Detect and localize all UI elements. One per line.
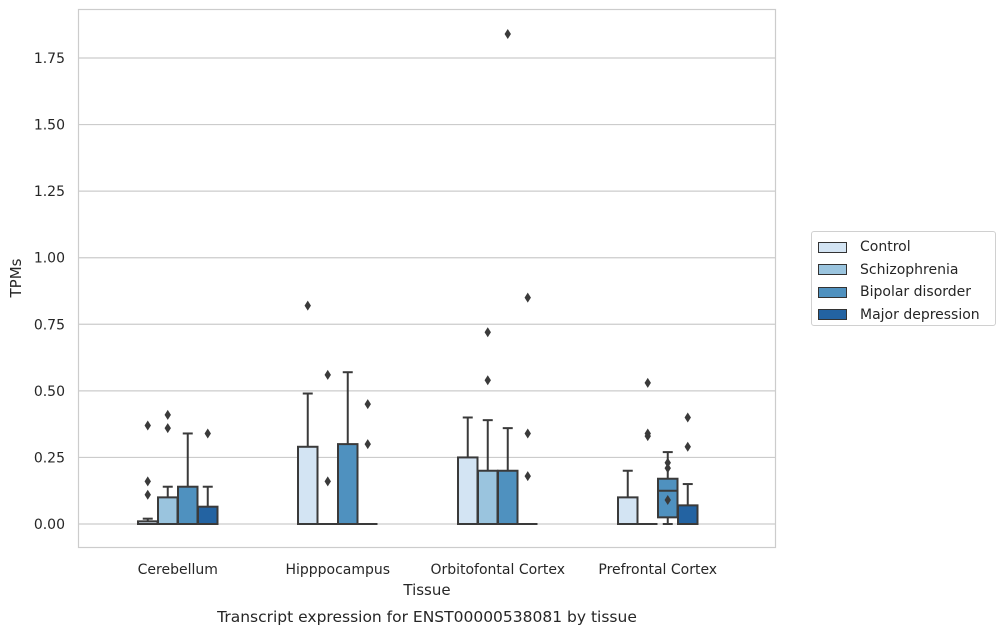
outlier-point [684,412,691,423]
box-body [477,469,499,525]
y-tick-label: 1.75 [34,51,65,67]
outlier-point [504,29,511,40]
legend-swatch [818,286,847,298]
box-major-depression [677,483,699,525]
outlier-point [524,292,531,303]
outlier-point [164,423,171,434]
outlier-point [304,300,311,311]
legend-label: Bipolar disorder [860,284,972,301]
legend-item: Schizophrenia [812,259,995,282]
outlier-points [144,29,691,506]
boxes [137,371,699,526]
legend-swatch [818,241,847,253]
legend-swatch [818,264,847,276]
outlier-point [204,428,211,439]
chart-title: Transcript expression for ENST0000053808… [216,608,637,626]
outlier-point [144,420,151,431]
outlier-point [664,457,671,468]
box-body [197,505,219,526]
outlier-point [524,428,531,439]
legend-item: Control [812,236,995,259]
x-tick-label: Orbitofontal Cortex [430,562,565,578]
outlier-point [144,489,151,500]
x-tick-label: Cerebellum [138,562,218,578]
plot-frame [77,8,777,549]
y-tick-labels: 0.00 0.25 0.50 0.75 1.00 1.25 1.50 1.75 [34,51,65,533]
outlier-point [364,439,371,450]
box-body [177,485,199,525]
outlier-point [164,409,171,420]
legend-swatch [818,309,847,321]
box-control [617,469,639,525]
x-axis-label: Tissue [402,581,450,599]
x-tick-label: Prefrontal Cortex [598,562,717,578]
y-tick-label: 0.00 [34,517,65,533]
box-bipolar-disorder [497,427,519,525]
box-schizophrenia [157,485,179,525]
legend-label: Control [860,239,911,256]
outlier-point [644,377,651,388]
y-tick-label: 1.25 [34,184,65,200]
outlier-point [144,476,151,487]
outlier-point [524,471,531,482]
box-bipolar-disorder [337,371,359,525]
box-body [677,504,699,525]
legend-label: Schizophrenia [860,261,959,278]
legend-label: Major depression [860,306,980,323]
y-tick-label: 0.50 [34,384,65,400]
box-body [617,496,639,525]
x-tick-labels: Cerebellum Hipppocampus Orbitofontal Corte… [138,562,717,578]
box-body [157,496,179,525]
box-major-depression [197,485,219,526]
box-control [137,517,159,526]
x-tick-label: Hipppocampus [285,562,390,578]
legend-item: Major depression [812,304,995,327]
box-control [457,416,479,525]
outlier-point [324,476,331,487]
outlier-point [684,441,691,452]
y-tick-label: 1.00 [34,251,65,267]
outlier-point [664,463,671,474]
outlier-point [664,495,671,506]
box-body [457,456,479,525]
box-body [497,469,519,525]
gridlines [78,57,776,525]
box-body [297,445,319,525]
legend: Control Schizophrenia Bipolar disorder Majo… [811,231,996,326]
box-control [297,392,319,525]
legend-item: Bipolar disorder [812,281,995,304]
outlier-point [484,327,491,338]
outlier-point [324,369,331,380]
box-body [337,443,359,525]
outlier-point [484,375,491,386]
box-bipolar-disorder [177,432,199,525]
outlier-point [364,399,371,410]
y-tick-label: 1.50 [34,118,65,134]
y-tick-label: 0.75 [34,317,65,333]
outlier-point [644,431,651,442]
box-schizophrenia [477,419,499,525]
y-axis-label: TPMs [7,258,25,298]
y-tick-label: 0.25 [34,450,65,466]
